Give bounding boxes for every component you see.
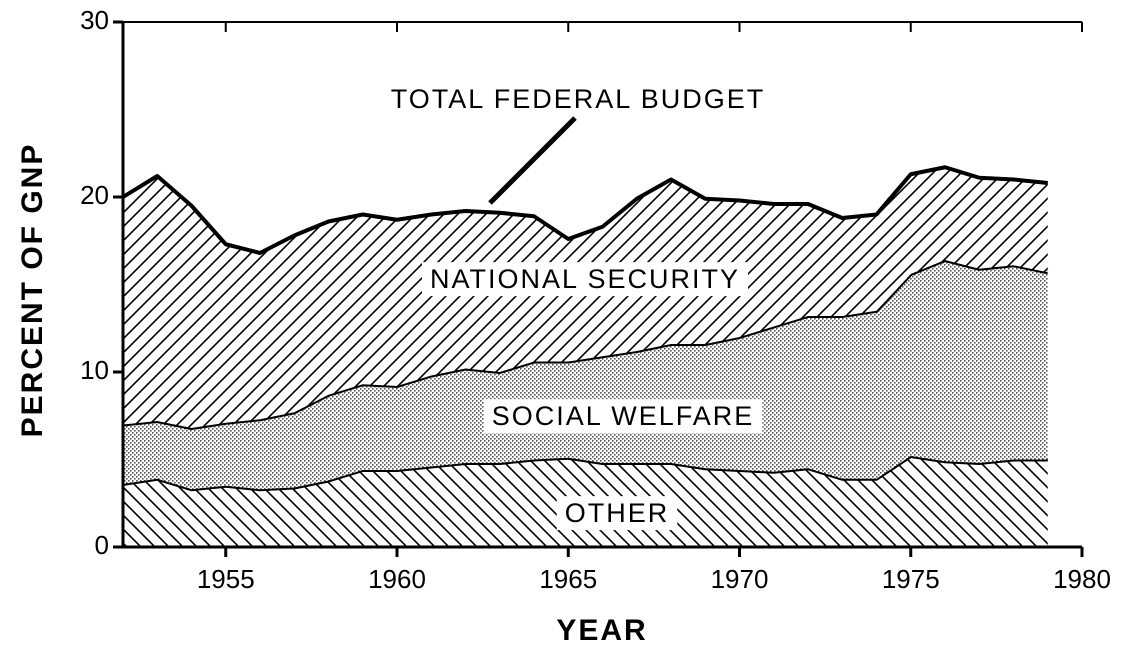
- y-tick-label: 20: [80, 180, 109, 210]
- label-background: [421, 262, 749, 297]
- x-tick-label: 1960: [368, 564, 426, 594]
- series-label: NATIONAL SECURITY: [430, 264, 740, 294]
- series-label: SOCIAL WELFARE: [492, 401, 755, 431]
- series-label: OTHER: [565, 498, 670, 528]
- x-tick-label: 1970: [711, 564, 769, 594]
- area-outline: [121, 165, 1048, 255]
- x-tick-label: 1980: [1053, 564, 1111, 594]
- x-tick-label: 1955: [197, 564, 255, 594]
- label-background: [556, 496, 678, 531]
- y-axis-label: PERCENT OF GNP: [16, 143, 49, 438]
- y-tick-label: 30: [80, 5, 109, 35]
- x-axis-label: YEAR: [556, 614, 647, 647]
- x-tick-label: 1975: [882, 564, 940, 594]
- annotation-pointer: [488, 116, 577, 205]
- annotation: TOTAL FEDERAL BUDGET: [391, 84, 766, 114]
- label-background: [483, 399, 763, 434]
- area: [123, 167, 1048, 428]
- y-tick-label: 10: [80, 355, 109, 385]
- y-tick-label: 0: [95, 530, 109, 560]
- x-tick-label: 1965: [539, 564, 597, 594]
